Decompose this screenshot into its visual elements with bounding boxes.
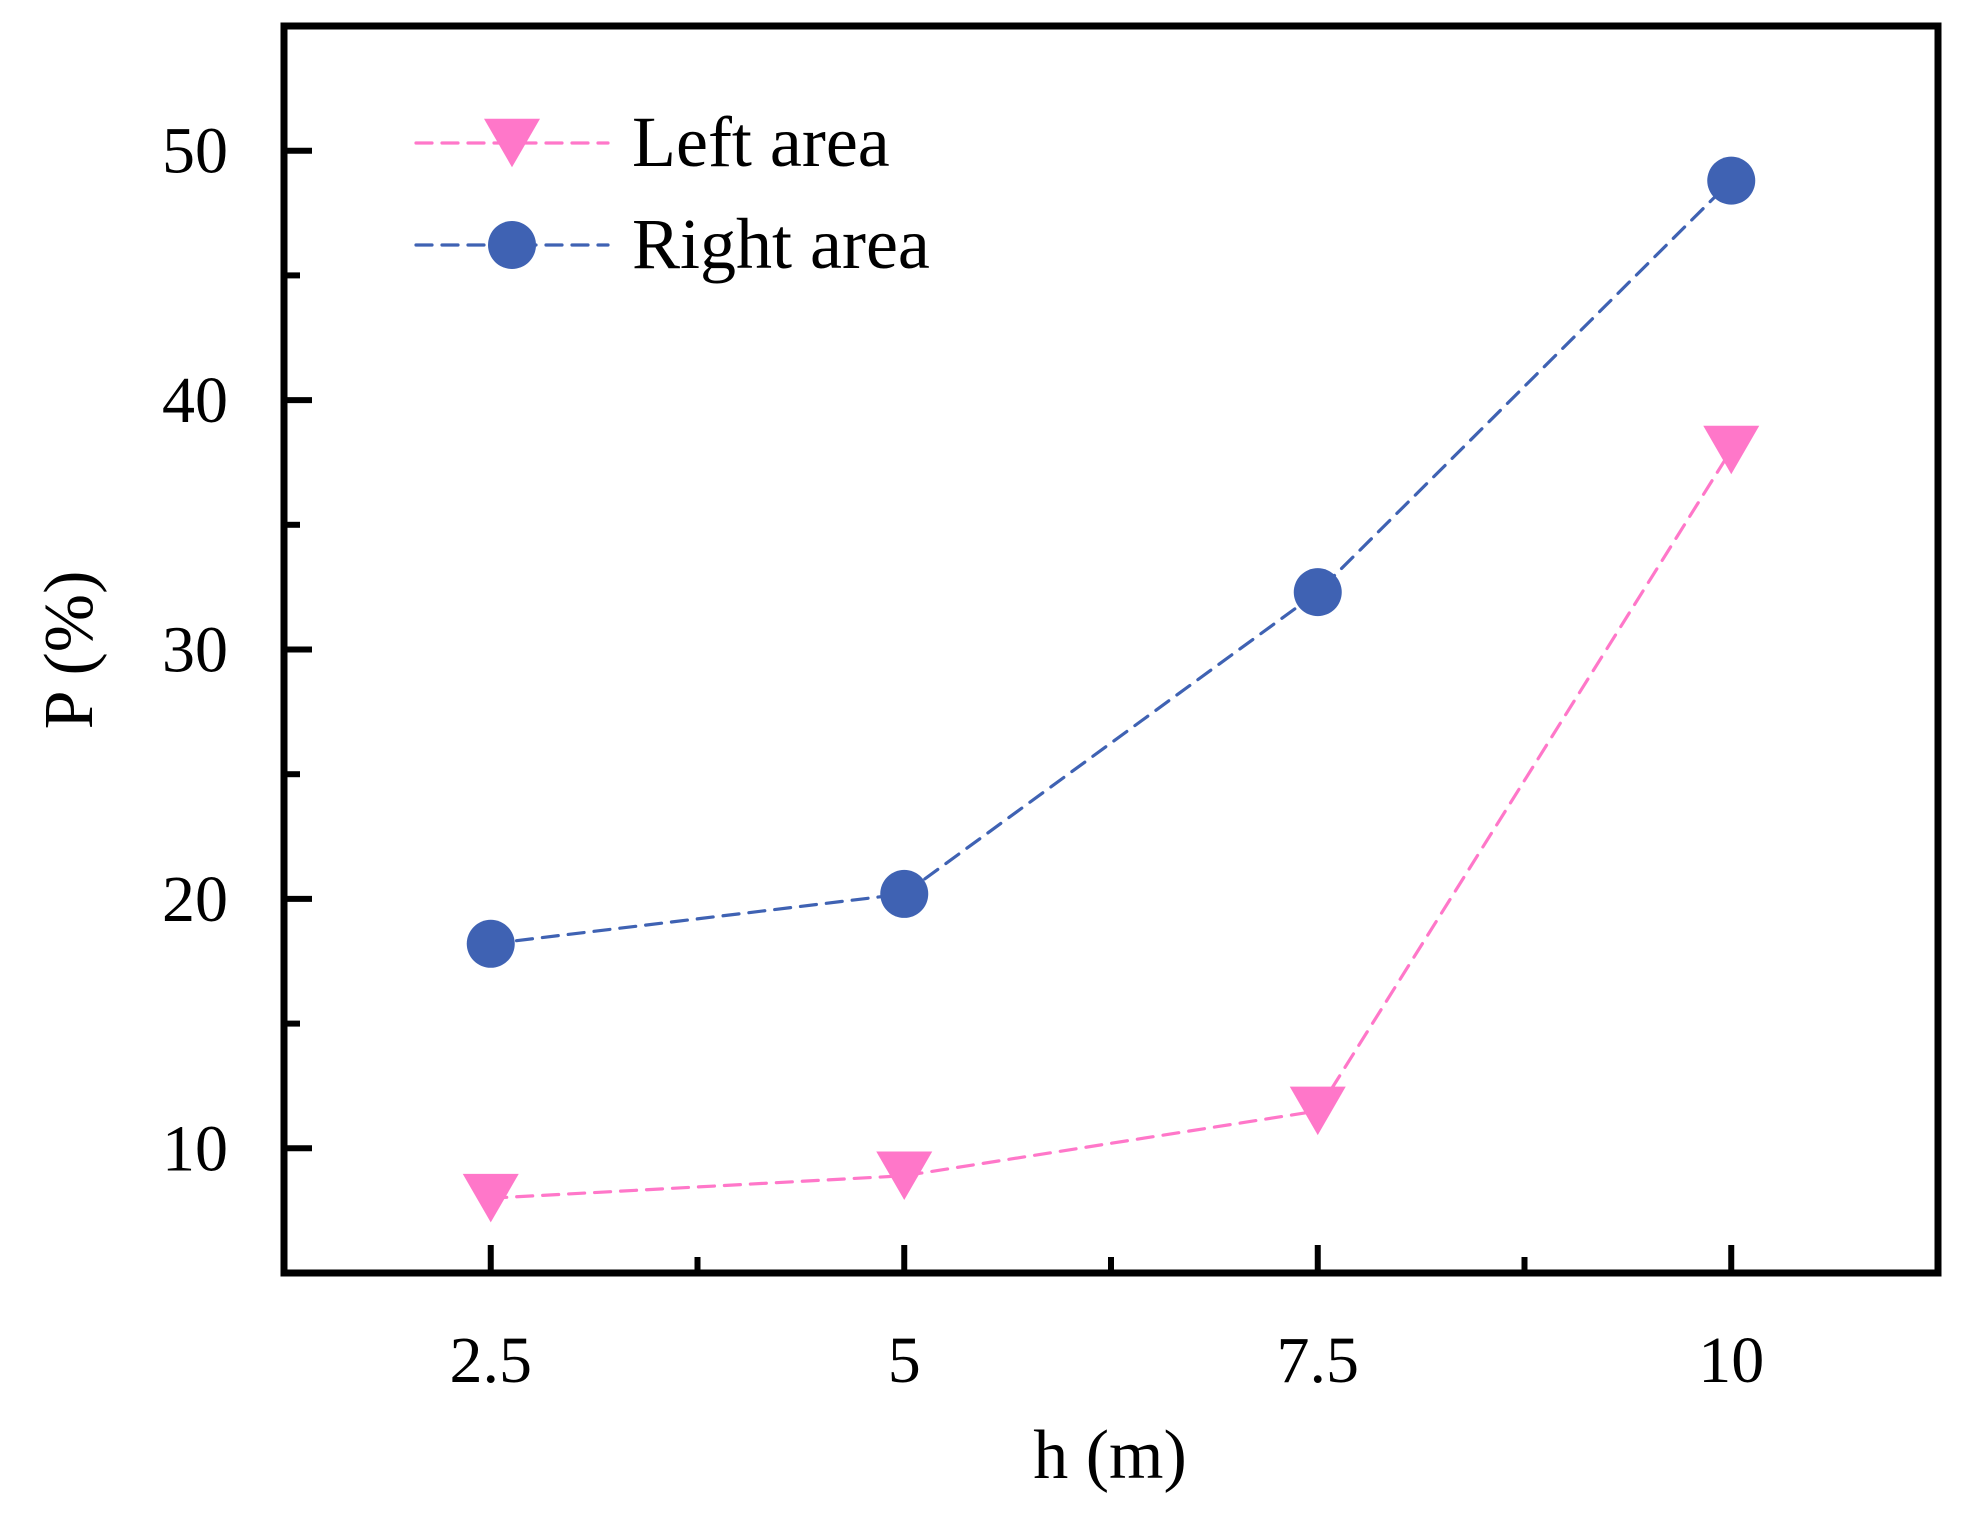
series-left-area-point <box>1289 1086 1346 1136</box>
series-right-area-line <box>489 179 1733 946</box>
y-axis: 10 20 30 40 50 <box>162 23 312 1276</box>
series-right-area-point <box>880 869 929 918</box>
series-right-area-point <box>1707 156 1756 205</box>
legend-left-area-label: Left area <box>632 102 890 182</box>
legend: Left area Right area <box>414 102 930 284</box>
series-left-area-point <box>1703 425 1760 475</box>
x-axis: 2.5 5 7.5 10 <box>450 1245 1764 1397</box>
legend-entry-left-area: Left area <box>414 102 890 182</box>
y-tick-label: 40 <box>162 364 228 437</box>
x-tick-label: 2.5 <box>450 1324 533 1397</box>
legend-entry-right-area: Right area <box>414 204 930 284</box>
legend-right-area-label: Right area <box>632 204 930 284</box>
series-left-area-point <box>876 1151 933 1200</box>
legend-left-area-marker <box>484 118 540 168</box>
series-right-area-point <box>466 919 515 968</box>
y-tick-label: 10 <box>162 1112 228 1185</box>
y-axis-title: P (%) <box>31 571 108 730</box>
y-tick-label: 30 <box>162 614 228 687</box>
series-layer <box>462 156 1760 1223</box>
x-tick-label: 7.5 <box>1277 1324 1360 1397</box>
plot-area <box>280 22 1942 1277</box>
series-right-area-point <box>1293 568 1342 617</box>
x-tick-label: 5 <box>888 1324 921 1397</box>
series-left-area-point <box>462 1173 519 1223</box>
series-right-area <box>466 156 1756 968</box>
y-tick-label: 20 <box>162 863 228 936</box>
x-axis-title: h (m) <box>1033 1417 1187 1494</box>
x-tick-label: 10 <box>1698 1324 1764 1397</box>
legend-right-area-marker <box>488 221 536 269</box>
plot-frame <box>280 22 1942 1277</box>
series-left-area <box>462 425 1760 1223</box>
series-left-area-line <box>489 448 1733 1200</box>
y-tick-label: 50 <box>162 115 228 188</box>
